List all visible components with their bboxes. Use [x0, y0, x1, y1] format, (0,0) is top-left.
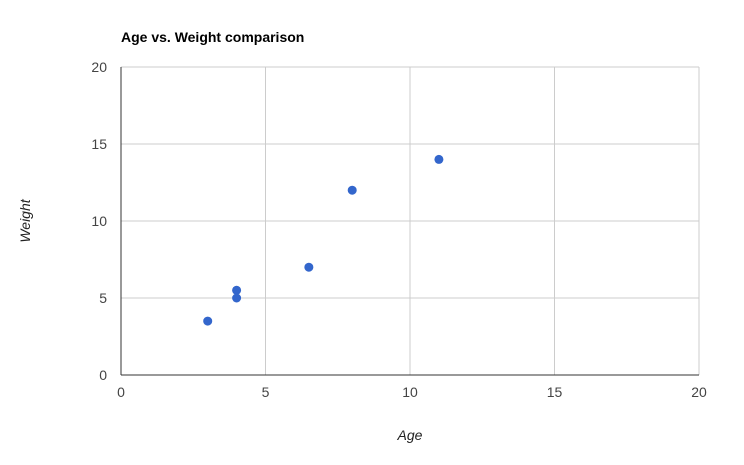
data-point[interactable] [203, 316, 213, 326]
gridlines [121, 66, 700, 375]
y-tick-label: 10 [91, 213, 107, 229]
x-tick-label: 5 [262, 384, 270, 400]
chart-title: Age vs. Weight comparison [121, 29, 304, 45]
data-point[interactable] [232, 293, 242, 303]
x-tick-label: 15 [547, 384, 563, 400]
data-point[interactable] [304, 262, 314, 272]
x-tick-labels: 0 5 10 15 20 [117, 384, 707, 400]
data-point[interactable] [434, 154, 444, 164]
y-axis-label: Weight [17, 198, 33, 242]
x-tick-label: 0 [117, 384, 125, 400]
data-point[interactable] [347, 185, 357, 195]
y-tick-label: 20 [91, 59, 107, 75]
x-tick-label: 20 [691, 384, 707, 400]
y-tick-label: 15 [91, 136, 107, 152]
data-point[interactable] [232, 285, 242, 295]
y-tick-labels: 0 5 10 15 20 [91, 59, 107, 383]
data-points [203, 154, 444, 326]
x-tick-label: 10 [402, 384, 418, 400]
y-tick-label: 0 [99, 367, 107, 383]
x-axis-label: Age [397, 427, 423, 443]
axes [120, 67, 699, 376]
y-tick-label: 5 [99, 290, 107, 306]
